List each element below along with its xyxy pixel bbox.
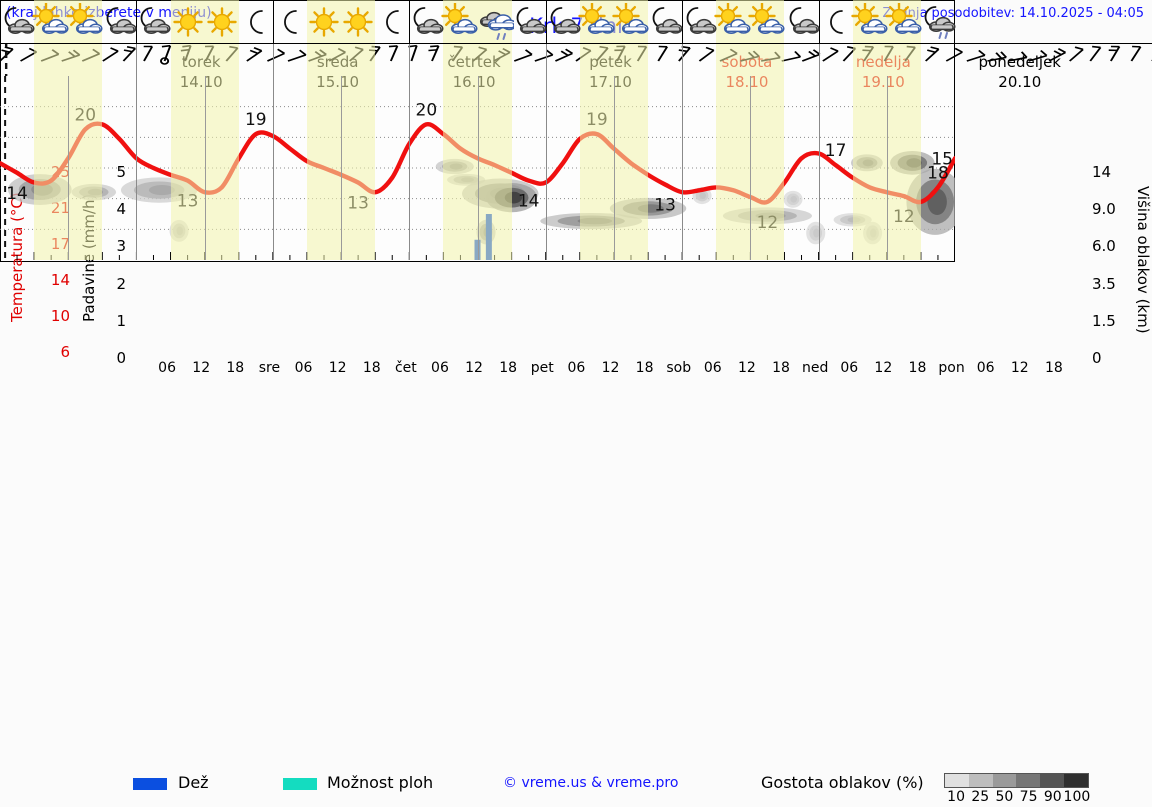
density-label-100: 100: [1062, 789, 1092, 805]
moon-cloud-icon: [100, 3, 138, 41]
day-separator: [273, 76, 274, 260]
svg-text:17: 17: [825, 141, 847, 161]
svg-text:19: 19: [245, 110, 267, 130]
daylight-band: [307, 44, 375, 76]
cloud-density-gradient-bar: [944, 773, 1089, 788]
sun-icon: [203, 3, 241, 41]
day-separator: [819, 76, 820, 260]
weather-icon-row: [0, 0, 1152, 44]
moon-cloud-icon: [407, 3, 445, 41]
precip-tick-0: 0: [104, 349, 126, 367]
daylight-band: [853, 44, 921, 76]
daylight-band: [34, 44, 102, 76]
sun-cloud-icon: [851, 3, 889, 41]
copyright-link[interactable]: © vreme.us & vreme.pro: [503, 775, 678, 791]
density-step-90: [1040, 774, 1064, 787]
rain-legend-label: Dež: [178, 773, 209, 792]
cloud-drizzle-icon: [476, 3, 514, 41]
svg-text:14: 14: [518, 192, 540, 212]
sun-cloud-icon: [32, 3, 70, 41]
time-tick-18-26: 18: [1034, 360, 1074, 376]
density-step-50: [993, 774, 1017, 787]
noon-gridline: [68, 76, 69, 260]
graph-area: 1420131913201419131217121815: [0, 76, 1152, 260]
day-separator: [409, 76, 410, 260]
svg-text:14: 14: [6, 184, 28, 204]
temp-tick-6: 6: [36, 343, 70, 361]
sun-icon: [305, 3, 343, 41]
daylight-band: [443, 44, 511, 76]
day-separator: [136, 44, 137, 76]
moon-cloud-icon: [680, 3, 718, 41]
moon-cloud-icon: [783, 3, 821, 41]
noon-gridline: [887, 76, 888, 260]
sun-cloud-icon: [748, 3, 786, 41]
sun-cloud-icon: [612, 3, 650, 41]
moon-icon: [817, 3, 855, 41]
day-separator: [136, 76, 137, 260]
sun-cloud-icon: [441, 3, 479, 41]
temp-tick-10: 10: [36, 307, 70, 325]
sun-cloud-icon: [578, 3, 616, 41]
svg-text:15: 15: [931, 149, 953, 169]
showers-legend-swatch: [283, 778, 317, 790]
moon-icon: [271, 3, 309, 41]
density-step-10: [945, 774, 969, 787]
temp-tick-14: 14: [36, 271, 70, 289]
sun-icon: [169, 3, 207, 41]
day-separator: [546, 44, 547, 76]
noon-gridline: [341, 76, 342, 260]
svg-text:13: 13: [654, 195, 676, 215]
daylight-band: [716, 44, 784, 76]
day-separator: [819, 44, 820, 76]
noon-gridline: [478, 76, 479, 260]
rain-legend-swatch: [133, 778, 167, 790]
day-separator: [682, 76, 683, 260]
noon-gridline: [614, 76, 615, 260]
chart-legend: Dež Možnost ploh © vreme.us & vreme.pro …: [0, 386, 1152, 441]
cloud-density-legend-title: Gostota oblakov (%): [761, 773, 924, 792]
daylight-band: [580, 44, 648, 76]
day-separator: [409, 44, 410, 76]
noon-gridline: [205, 76, 206, 260]
noon-gridline: [750, 76, 751, 260]
wind-barb-row: [0, 44, 1152, 76]
sun-cloud-icon: [714, 3, 752, 41]
density-step-75: [1016, 774, 1040, 787]
moon-cloud-icon: [510, 3, 548, 41]
moon-icon: [373, 3, 411, 41]
precip-tick-1: 1: [104, 312, 126, 330]
sun-cloud-icon: [66, 3, 104, 41]
moon-cloud-drizzle-icon: [919, 3, 957, 41]
moon-cloud-icon: [134, 3, 172, 41]
moon-cloud-icon: [0, 3, 36, 41]
day-separator: [546, 76, 547, 260]
density-step-100: [1064, 774, 1088, 787]
sun-cloud-icon: [885, 3, 923, 41]
showers-legend-label: Možnost ploh: [327, 773, 433, 792]
daylight-band: [171, 44, 239, 76]
moon-icon: [237, 3, 275, 41]
precip-tick-2: 2: [104, 275, 126, 293]
moon-cloud-icon: [544, 3, 582, 41]
density-step-25: [969, 774, 993, 787]
day-separator: [273, 44, 274, 76]
svg-text:20: 20: [416, 100, 438, 120]
sun-icon: [339, 3, 377, 41]
day-separator: [682, 44, 683, 76]
moon-cloud-icon: [646, 3, 684, 41]
forecast-chart[interactable]: 1420131913201419131217121815: [0, 0, 955, 262]
